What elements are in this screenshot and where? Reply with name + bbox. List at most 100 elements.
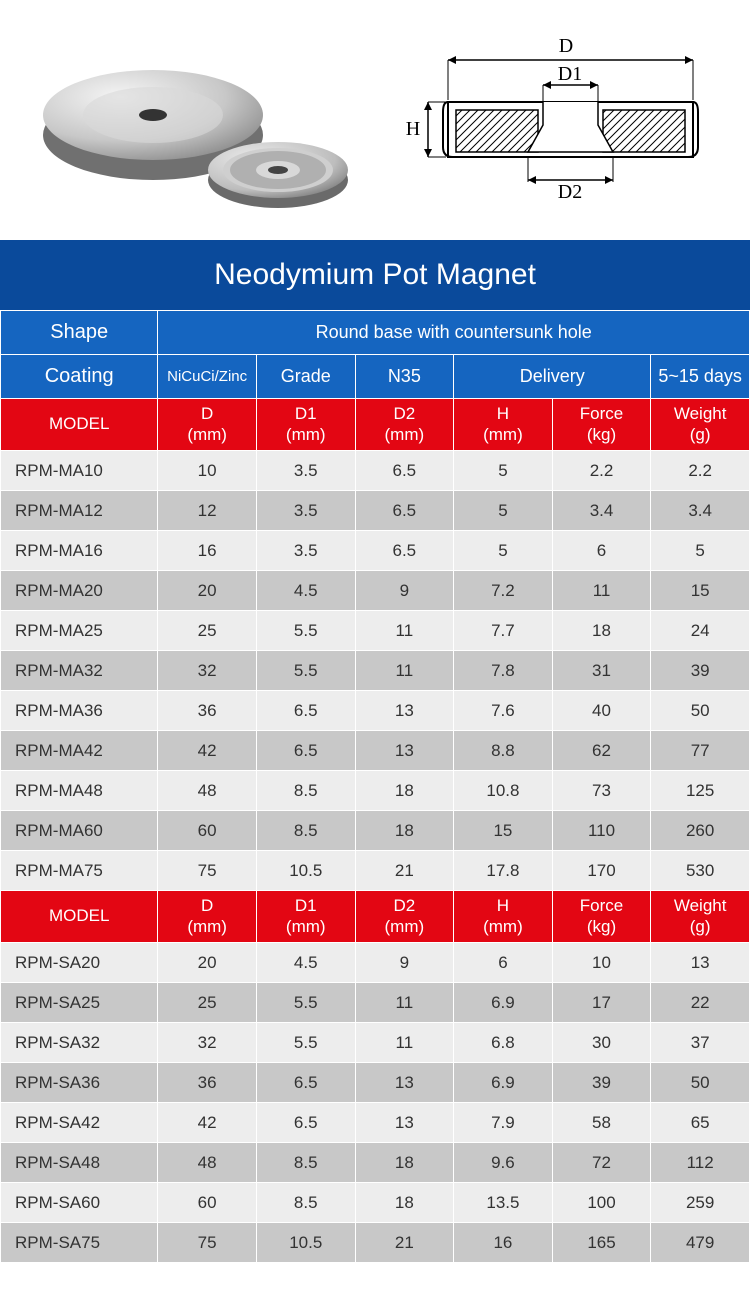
data-cell: 21 — [355, 851, 454, 891]
model-cell: RPM-MA32 — [1, 651, 158, 691]
data-cell: 2.2 — [552, 451, 651, 491]
model-cell: RPM-MA60 — [1, 811, 158, 851]
data-cell: 36 — [158, 1063, 257, 1103]
data-cell: 48 — [158, 1143, 257, 1183]
model-cell: RPM-MA75 — [1, 851, 158, 891]
data-cell: 75 — [158, 851, 257, 891]
data-cell: 6.5 — [256, 1103, 355, 1143]
data-cell: 3.5 — [256, 491, 355, 531]
data-cell: 4.5 — [256, 943, 355, 983]
data-cell: 50 — [651, 691, 750, 731]
table-row: RPM-MA60608.51815110260 — [1, 811, 750, 851]
data-cell: 12 — [158, 491, 257, 531]
col-header: D(mm) — [158, 399, 257, 451]
table-row: RPM-SA60608.51813.5100259 — [1, 1183, 750, 1223]
data-cell: 6.9 — [454, 1063, 553, 1103]
data-cell: 8.5 — [256, 1183, 355, 1223]
model-cell: RPM-MA16 — [1, 531, 158, 571]
data-cell: 37 — [651, 1023, 750, 1063]
data-cell: 2.2 — [651, 451, 750, 491]
data-cell: 7.9 — [454, 1103, 553, 1143]
data-cell: 72 — [552, 1143, 651, 1183]
data-cell: 18 — [355, 1143, 454, 1183]
data-cell: 5 — [454, 531, 553, 571]
model-cell: RPM-SA48 — [1, 1143, 158, 1183]
header-image-row: D D1 — [0, 0, 750, 240]
diagram-label-d: D — [558, 35, 572, 57]
data-cell: 6.5 — [355, 531, 454, 571]
data-cell: 42 — [158, 731, 257, 771]
data-cell: 9 — [355, 571, 454, 611]
data-cell: 15 — [651, 571, 750, 611]
data-cell: 31 — [552, 651, 651, 691]
data-cell: 17 — [552, 983, 651, 1023]
data-cell: 18 — [552, 611, 651, 651]
diagram-label-d1: D1 — [557, 63, 581, 85]
data-cell: 5.5 — [256, 983, 355, 1023]
data-cell: 11 — [355, 611, 454, 651]
col-header: D2(mm) — [355, 891, 454, 943]
table-row: RPM-MA42426.5138.86277 — [1, 731, 750, 771]
data-cell: 11 — [355, 983, 454, 1023]
data-cell: 5 — [454, 491, 553, 531]
model-cell: RPM-SA25 — [1, 983, 158, 1023]
spec-table: ShapeRound base with countersunk holeCoa… — [0, 310, 750, 1263]
table-row: RPM-SA48488.5189.672112 — [1, 1143, 750, 1183]
info-cell: NiCuCi/Zinc — [158, 355, 257, 399]
model-cell: RPM-SA36 — [1, 1063, 158, 1103]
data-cell: 32 — [158, 1023, 257, 1063]
model-cell: RPM-MA42 — [1, 731, 158, 771]
data-cell: 21 — [355, 1223, 454, 1263]
col-header: D1(mm) — [256, 399, 355, 451]
table-row: RPM-MA12123.56.553.43.4 — [1, 491, 750, 531]
data-cell: 3.4 — [552, 491, 651, 531]
data-cell: 15 — [454, 811, 553, 851]
model-cell: RPM-MA12 — [1, 491, 158, 531]
diagram-label-d2: D2 — [557, 181, 581, 203]
data-cell: 6.8 — [454, 1023, 553, 1063]
data-cell: 10.5 — [256, 1223, 355, 1263]
info-cell: 5~15 days — [651, 355, 750, 399]
data-cell: 13 — [355, 691, 454, 731]
data-cell: 5.5 — [256, 651, 355, 691]
data-cell: 13 — [355, 731, 454, 771]
data-cell: 50 — [651, 1063, 750, 1103]
data-cell: 16 — [454, 1223, 553, 1263]
data-cell: 13.5 — [454, 1183, 553, 1223]
data-cell: 6 — [454, 943, 553, 983]
model-cell: RPM-MA10 — [1, 451, 158, 491]
data-cell: 42 — [158, 1103, 257, 1143]
table-row: RPM-MA25255.5117.71824 — [1, 611, 750, 651]
table-row: RPM-SA757510.52116165479 — [1, 1223, 750, 1263]
data-cell: 20 — [158, 943, 257, 983]
table-row: RPM-MA16163.56.5565 — [1, 531, 750, 571]
coating-label: Coating — [1, 355, 158, 399]
data-cell: 6.5 — [355, 491, 454, 531]
col-header: H(mm) — [454, 891, 553, 943]
data-cell: 7.2 — [454, 571, 553, 611]
data-cell: 6.5 — [355, 451, 454, 491]
data-cell: 5 — [651, 531, 750, 571]
data-cell: 110 — [552, 811, 651, 851]
table-row: RPM-MA20204.597.21115 — [1, 571, 750, 611]
data-cell: 9.6 — [454, 1143, 553, 1183]
data-cell: 18 — [355, 1183, 454, 1223]
table-row: RPM-MA757510.52117.8170530 — [1, 851, 750, 891]
data-cell: 4.5 — [256, 571, 355, 611]
data-cell: 75 — [158, 1223, 257, 1263]
col-header: Force(kg) — [552, 399, 651, 451]
col-header: D(mm) — [158, 891, 257, 943]
product-photo — [33, 20, 373, 220]
data-cell: 30 — [552, 1023, 651, 1063]
model-header: MODEL — [1, 399, 158, 451]
data-cell: 18 — [355, 811, 454, 851]
col-header: Force(kg) — [552, 891, 651, 943]
data-cell: 8.5 — [256, 771, 355, 811]
data-cell: 25 — [158, 611, 257, 651]
data-cell: 5.5 — [256, 1023, 355, 1063]
col-header: Weight(g) — [651, 891, 750, 943]
model-cell: RPM-MA25 — [1, 611, 158, 651]
table-row: RPM-MA10103.56.552.22.2 — [1, 451, 750, 491]
data-cell: 8.8 — [454, 731, 553, 771]
data-cell: 6 — [552, 531, 651, 571]
